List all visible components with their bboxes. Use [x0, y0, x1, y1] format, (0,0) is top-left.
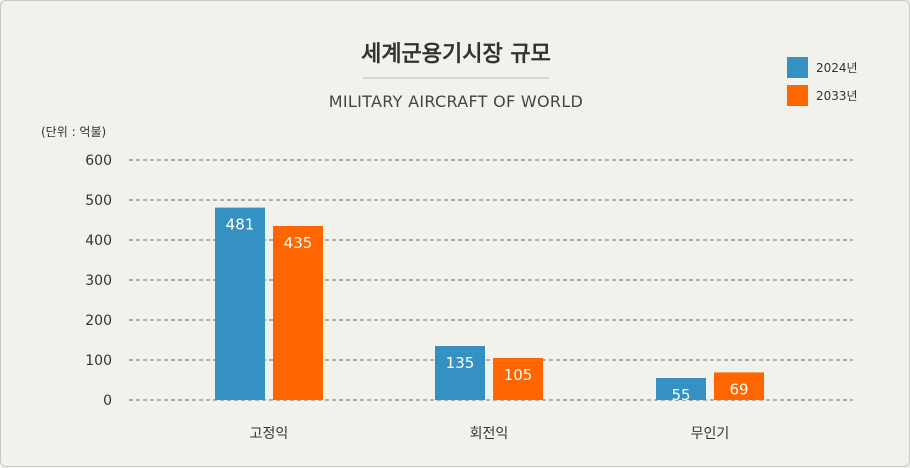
- y-tick-label: 600: [85, 153, 112, 169]
- chart-title: 세계군용기시장 규모: [361, 42, 551, 67]
- bar: [493, 358, 543, 400]
- bar-value-label: 435: [284, 234, 313, 252]
- bar: [273, 226, 323, 400]
- bar-value-label: 69: [729, 380, 748, 398]
- legend-label: 2033년: [816, 89, 858, 103]
- category-label: 무인기: [691, 426, 730, 442]
- category-label: 고정익: [250, 426, 289, 442]
- y-tick-label: 300: [85, 273, 112, 289]
- bar-value-label: 135: [446, 354, 475, 372]
- bar: [656, 378, 706, 400]
- bar-value-label: 105: [504, 366, 533, 384]
- y-tick-label: 500: [85, 193, 112, 209]
- x-axis-categories: 고정익 회전익 무인기: [250, 426, 730, 442]
- legend-swatch: [787, 57, 808, 78]
- legend-label: 2024년: [816, 61, 858, 75]
- legend-swatch: [787, 85, 808, 106]
- unit-label: (단위 : 억불): [41, 125, 106, 139]
- y-tick-label: 400: [85, 233, 112, 249]
- y-axis-ticks: 0 100 200 300 400 500 600: [85, 153, 112, 409]
- data-labels: 481 435 135 105 55 69: [226, 216, 749, 404]
- bar: [215, 207, 265, 400]
- bar-value-label: 55: [671, 386, 690, 404]
- bars: [215, 207, 764, 400]
- category-label: 회전익: [470, 426, 509, 442]
- bar: [435, 346, 485, 400]
- y-tick-label: 100: [85, 353, 112, 369]
- legend: 2024년 2033년: [787, 57, 858, 106]
- chart-subtitle: MILITARY AIRCRAFT OF WORLD: [329, 92, 583, 111]
- y-tick-label: 200: [85, 313, 112, 329]
- bar-value-label: 481: [226, 216, 255, 234]
- bar: [714, 372, 764, 400]
- y-tick-label: 0: [103, 393, 112, 409]
